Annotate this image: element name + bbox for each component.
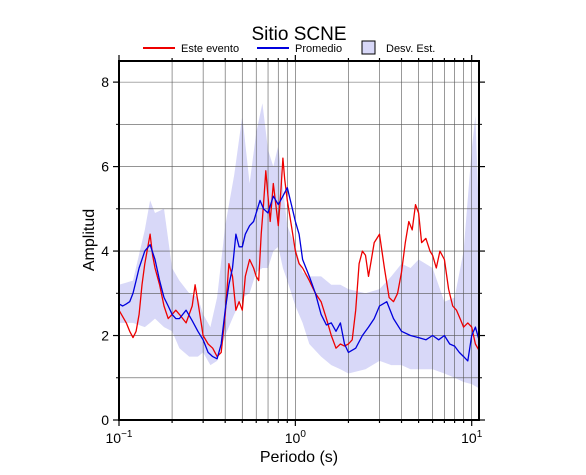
- legend-swatch: [361, 40, 376, 55]
- y-tick-label: 6: [101, 159, 109, 175]
- x-axis-label: Periodo (s): [260, 449, 338, 466]
- series-layer: [118, 157, 480, 362]
- y-tick-label: 8: [101, 74, 109, 90]
- y-axis-label: Amplitud: [81, 209, 98, 271]
- plot-frame: [118, 60, 480, 421]
- y-tick-label: 2: [101, 328, 109, 344]
- y-tick-label: 4: [101, 243, 109, 259]
- std-dev-band: [119, 103, 479, 389]
- chart-title: Sitio SCNE: [251, 24, 346, 45]
- series-line-promedio: [118, 187, 480, 362]
- legend: Este evento Promedio Desv. Est.: [143, 40, 435, 55]
- x-tick-label: 101: [461, 429, 483, 446]
- grid-layer: [118, 61, 479, 420]
- x-tick-label: 100: [285, 429, 307, 446]
- series-line-este-evento: [118, 157, 480, 358]
- x-tick-label: 10−1: [106, 429, 133, 446]
- y-tick-label: 0: [101, 412, 109, 428]
- legend-label: Promedio: [295, 43, 342, 55]
- band-layer: [119, 103, 479, 389]
- legend-label: Este evento: [181, 43, 239, 55]
- tick-layer: 0 2 4 6 8 10−1 100 101: [101, 55, 485, 446]
- legend-label: Desv. Est.: [386, 43, 435, 55]
